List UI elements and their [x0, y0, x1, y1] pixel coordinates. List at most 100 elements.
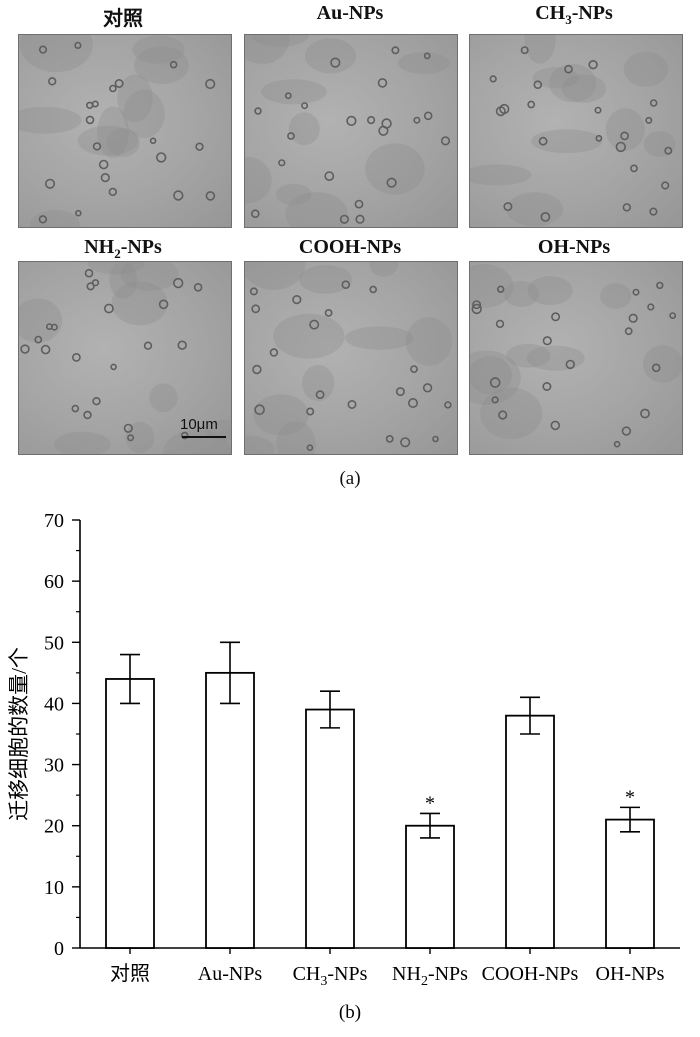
- pore: [114, 78, 124, 88]
- pore: [640, 408, 650, 419]
- significance-marker: *: [425, 792, 435, 814]
- cell-body: [111, 281, 168, 326]
- pore: [110, 363, 117, 371]
- pore: [347, 400, 357, 410]
- pore: [205, 191, 216, 201]
- pore: [173, 190, 184, 201]
- scale-bar: [182, 436, 226, 438]
- pore: [588, 60, 598, 70]
- pore: [423, 111, 433, 121]
- cell-body: [77, 125, 138, 156]
- pore: [346, 115, 357, 126]
- pore: [381, 118, 392, 129]
- pore: [647, 303, 655, 311]
- cell-body: [561, 74, 607, 103]
- cell-texture: [245, 262, 453, 454]
- cell-body: [245, 435, 275, 454]
- pore: [497, 285, 505, 293]
- pore: [661, 181, 670, 190]
- pore: [391, 46, 400, 55]
- pore: [622, 203, 632, 212]
- y-tick-label: 70: [44, 510, 64, 532]
- cell-body: [605, 108, 645, 151]
- pore: [664, 146, 673, 155]
- y-tick-label: 20: [44, 816, 64, 838]
- micrograph-oh-nps: [469, 261, 683, 455]
- pore: [315, 390, 325, 400]
- pore: [92, 397, 101, 406]
- cell-body: [106, 128, 140, 158]
- pore: [169, 60, 178, 69]
- cell-body: [19, 298, 63, 343]
- x-tick-label: CH3-NPs: [293, 963, 368, 989]
- pore: [564, 64, 573, 74]
- pore: [423, 52, 431, 60]
- pore: [104, 303, 114, 314]
- cell-texture: [19, 35, 216, 227]
- cell-body: [19, 106, 82, 134]
- migration-bar-chart: 0 10 20 30 40 50 60 70 迁移细胞的数量/个对照 Au-NPs CH3-NPs *…: [7, 510, 680, 1023]
- pore: [84, 268, 94, 278]
- pore: [180, 431, 189, 440]
- pore: [369, 285, 377, 294]
- pore: [254, 107, 262, 115]
- pore: [520, 46, 529, 55]
- pore: [278, 159, 286, 167]
- cell-body: [531, 129, 603, 154]
- bar: [605, 818, 655, 949]
- cell-body: [149, 383, 178, 413]
- y-tick-label: 40: [44, 693, 64, 715]
- pore: [156, 152, 167, 163]
- pore: [550, 420, 561, 431]
- micrograph-ch3-nps: [469, 34, 683, 228]
- cell-body: [288, 112, 320, 146]
- pore: [339, 214, 349, 224]
- pore: [413, 116, 421, 124]
- pore: [355, 214, 365, 224]
- bar: [105, 678, 155, 949]
- pore: [109, 84, 117, 93]
- pore: [74, 41, 82, 49]
- pore: [38, 45, 48, 54]
- pore: [613, 440, 621, 448]
- cell-body: [600, 283, 632, 309]
- cell-body: [54, 431, 111, 454]
- pore: [44, 178, 56, 189]
- y-tick-label: 0: [54, 938, 64, 960]
- cell-body: [125, 421, 155, 453]
- cell-body: [480, 387, 543, 440]
- cell-body: [253, 394, 309, 436]
- cell-body: [405, 317, 453, 366]
- pore: [386, 177, 397, 188]
- cell-body: [245, 35, 290, 64]
- cell-body: [623, 51, 669, 87]
- pore: [306, 444, 314, 451]
- cell-body: [642, 345, 682, 383]
- pore: [74, 209, 82, 217]
- pore: [92, 142, 102, 151]
- pore: [83, 410, 92, 420]
- cell-body: [273, 313, 345, 359]
- pore: [38, 215, 48, 224]
- pore: [177, 340, 187, 350]
- micrograph-nh2-nps: [18, 261, 232, 455]
- y-axis-label: 迁移细胞的数量/个: [7, 647, 31, 821]
- pore: [491, 396, 499, 404]
- pore: [503, 202, 513, 212]
- pore: [173, 277, 184, 289]
- pore: [615, 141, 627, 153]
- x-tick-label: 对照: [110, 962, 150, 985]
- pore: [354, 199, 364, 209]
- bar: [305, 708, 355, 949]
- pore: [287, 132, 295, 140]
- pore: [621, 426, 632, 436]
- cell-body: [345, 326, 414, 350]
- pore: [91, 279, 100, 287]
- pore: [301, 102, 309, 110]
- pore: [651, 363, 661, 373]
- pore: [495, 319, 505, 329]
- x-tick-label: NH2-NPs: [392, 963, 468, 989]
- pore: [86, 282, 95, 291]
- cell-body: [30, 210, 80, 227]
- pore: [422, 383, 433, 393]
